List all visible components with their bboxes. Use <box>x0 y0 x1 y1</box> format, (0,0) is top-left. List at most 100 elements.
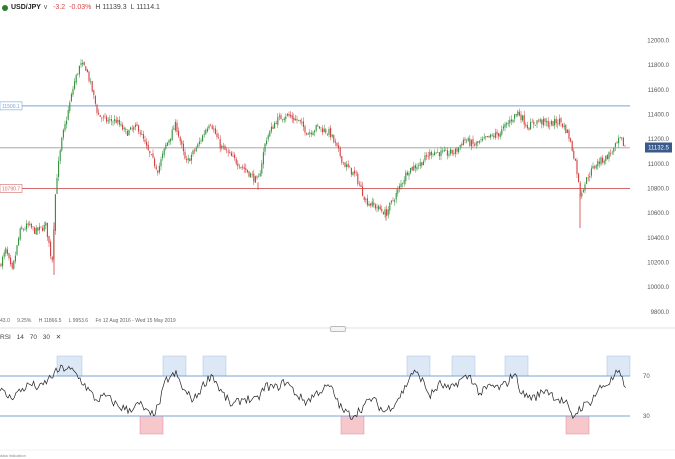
overbought-zone <box>606 355 631 377</box>
candle-body <box>158 165 160 173</box>
candle-body <box>208 125 210 129</box>
overbought-zone <box>451 355 476 377</box>
candle-body <box>339 147 341 157</box>
candle-body <box>379 206 381 210</box>
candle-body <box>77 74 79 75</box>
candle-body <box>451 149 453 154</box>
candle-body <box>522 115 524 121</box>
candle-body <box>472 139 474 144</box>
candle-body <box>434 152 436 156</box>
candle-body <box>605 155 607 162</box>
candle-body <box>91 81 93 92</box>
candle-body <box>363 196 365 201</box>
last-price-label: 11132.5 <box>648 146 669 152</box>
candle-body <box>282 119 284 121</box>
candle-body <box>278 115 280 117</box>
candle-body <box>562 123 564 127</box>
candle-body <box>64 123 66 131</box>
candle-body <box>520 114 522 121</box>
candle-body <box>21 227 23 230</box>
candle-body <box>539 119 541 122</box>
candle-body <box>432 154 434 155</box>
candle-body <box>107 120 109 122</box>
candle-body <box>506 123 508 125</box>
oversold-zone <box>139 415 164 435</box>
candle-body <box>134 124 136 128</box>
candle-body <box>608 152 610 159</box>
level-label-box <box>0 101 23 111</box>
pane-resize-handle[interactable] <box>330 326 346 332</box>
candle-body <box>453 153 455 154</box>
candle-body <box>75 75 77 83</box>
candle-body <box>35 227 37 235</box>
y-tick-label: 10400.0 <box>647 236 669 242</box>
candle-body <box>552 121 554 127</box>
candle-body <box>485 136 487 138</box>
candle-body <box>58 160 60 177</box>
candle-body <box>285 116 287 120</box>
rsi-chart[interactable]: 70 30 <box>0 355 675 451</box>
candle-body <box>422 161 424 166</box>
candle-body <box>483 137 485 139</box>
candle-body <box>518 111 520 116</box>
candle-body <box>514 114 516 119</box>
candle-body <box>30 224 32 228</box>
candle-body <box>461 144 463 146</box>
candle-body <box>283 118 285 121</box>
rsi-tick-label: 70 <box>643 374 650 380</box>
candle-body <box>104 115 106 117</box>
rsi-label[interactable]: RSI 14 70 30 ✕ <box>0 333 65 341</box>
candle-body <box>565 125 567 133</box>
info-low: L 9953.6 <box>68 318 89 324</box>
candle-body <box>373 202 375 205</box>
candle-body <box>342 162 344 164</box>
candle-body <box>261 163 263 174</box>
candle-body <box>118 119 120 125</box>
y-tick-label: 10200.0 <box>647 261 669 267</box>
candle-body <box>18 238 20 246</box>
rsi-lower: 30 <box>42 334 50 341</box>
candle-body <box>3 252 5 257</box>
candle-body <box>542 118 544 126</box>
candle-body <box>350 167 352 175</box>
candle-body <box>150 154 152 155</box>
symbol-name[interactable]: USD/JPY <box>11 4 41 11</box>
candle-body <box>491 135 493 137</box>
candle-body <box>534 124 536 126</box>
candle-body <box>501 129 503 135</box>
candle-body <box>550 120 552 125</box>
candle-body <box>142 134 144 139</box>
candle-body <box>358 183 360 185</box>
candle-body <box>112 121 114 123</box>
rsi-line <box>0 364 626 420</box>
candle-body <box>147 144 149 151</box>
candle-body <box>14 255 16 262</box>
candle-body <box>414 165 416 169</box>
candle-body <box>106 116 108 122</box>
candle-body <box>346 164 348 168</box>
candle-body <box>499 133 501 137</box>
chevron-down-icon[interactable]: ∨ <box>42 4 49 11</box>
candle-body <box>309 132 311 135</box>
candle-body <box>336 142 338 146</box>
candle-body <box>213 128 215 130</box>
candle-body <box>198 141 200 145</box>
close-icon[interactable]: ✕ <box>55 334 62 341</box>
price-chart[interactable]: 12000.0 11800.0 11600.0 11400.0 11200.0 11000… <box>0 39 675 329</box>
candle-body <box>381 209 383 212</box>
y-tick-label: 11800.0 <box>648 63 670 69</box>
y-tick-label: 10800.0 <box>647 187 669 193</box>
symbol-header[interactable]: USD/JPY ∨ -3.2 -0.03% H 11139.3 L 11114.… <box>2 2 164 14</box>
rsi-name: RSI <box>0 334 11 341</box>
last-price-tag <box>645 142 672 153</box>
candle-body <box>370 203 372 206</box>
candle-body <box>390 200 392 203</box>
info-pct: 9.25% <box>17 318 32 324</box>
candle-body <box>326 133 328 135</box>
candle-body <box>382 212 384 215</box>
candle-body <box>29 223 31 225</box>
candle-body <box>490 134 492 138</box>
y-tick-label: 11200.0 <box>648 137 670 143</box>
candle-body <box>280 115 282 120</box>
